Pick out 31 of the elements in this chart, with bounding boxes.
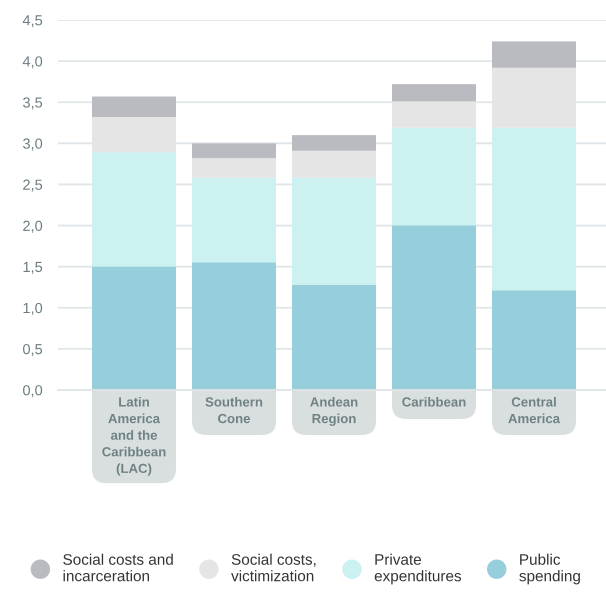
- y-tick-label: 2,0: [23, 220, 42, 233]
- legend-label: Private expenditures: [374, 554, 462, 584]
- y-tick-label: 2,5: [23, 180, 42, 192]
- bar: [292, 150, 376, 178]
- bar: [392, 128, 476, 226]
- y-tick-label: 3,0: [23, 138, 42, 150]
- bar: [192, 158, 276, 178]
- x-tick-label: Central America: [508, 396, 560, 424]
- x-tick-label: Andean Region: [310, 396, 358, 426]
- bar: [92, 96, 176, 118]
- bar: [192, 178, 276, 263]
- bar: [92, 152, 176, 267]
- x-tick-label: Caribbean: [402, 396, 466, 407]
- y-tick-label: 0,5: [23, 344, 42, 356]
- y-tick-label: 3,5: [23, 97, 42, 110]
- y-tick-label: 1,0: [24, 302, 42, 315]
- bar: [292, 178, 376, 285]
- x-tick-label: Latin America and the Caribbean (LAC): [102, 396, 166, 476]
- bar: [492, 41, 576, 68]
- legend-label: Public spending: [519, 554, 580, 584]
- y-tick-label: 4,5: [22, 15, 42, 28]
- legend-label: Social costs, victimization: [231, 554, 316, 582]
- y-tick-label: 0,0: [23, 385, 42, 398]
- bar: [492, 128, 576, 291]
- y-tick-label: 1,5: [24, 262, 42, 274]
- y-tick-label: 4,0: [22, 56, 42, 68]
- bar: [292, 135, 376, 151]
- legend-label: Social costs and incarceration: [63, 554, 173, 582]
- bar: [192, 143, 276, 158]
- bar: [392, 84, 476, 102]
- x-tick-label: Southern Cone: [205, 396, 262, 424]
